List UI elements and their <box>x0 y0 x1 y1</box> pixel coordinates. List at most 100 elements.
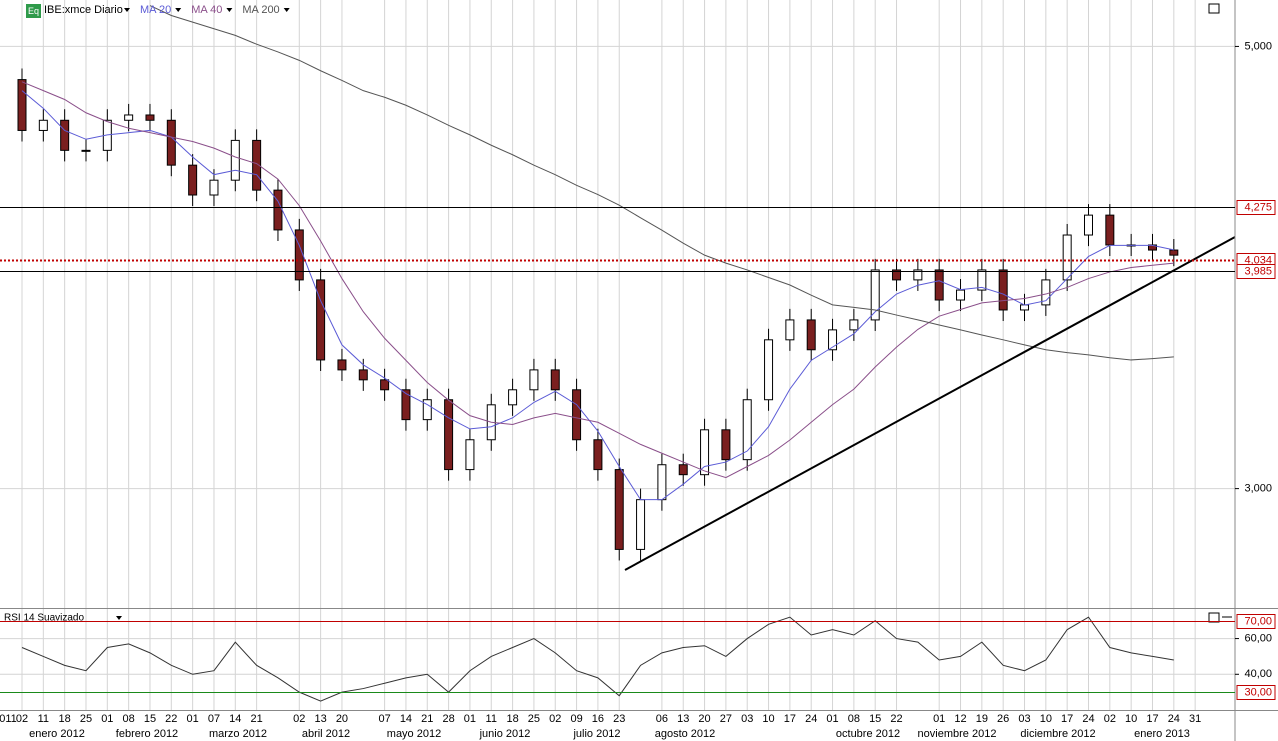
candle-body <box>1084 214 1093 236</box>
candle-body <box>465 439 475 471</box>
month-label: enero 2013 <box>1134 728 1190 740</box>
month-label: julio 2012 <box>572 728 620 740</box>
candle-body <box>785 319 795 341</box>
x-tick-label: 24 <box>1168 713 1180 725</box>
panel-title[interactable]: RSI 14 Suavizado <box>4 613 84 624</box>
x-tick-label: 15 <box>869 713 881 725</box>
maximize-button[interactable] <box>1208 3 1220 14</box>
candle-body <box>1169 249 1179 256</box>
x-tick-label: 17 <box>1061 713 1073 725</box>
legend-entry[interactable]: MA 20 <box>140 4 171 16</box>
candle-body <box>956 289 966 301</box>
x-tick-label: 12 <box>954 713 966 725</box>
candle-body <box>678 464 688 476</box>
legend-entry[interactable]: MA 40 <box>191 4 222 16</box>
x-tick-label: 01 <box>101 713 113 725</box>
candle-body <box>508 389 518 406</box>
candle-body <box>572 389 582 441</box>
candle-body <box>742 399 752 461</box>
x-tick-label: 18 <box>506 713 518 725</box>
candle-body <box>145 114 155 121</box>
candle-body <box>358 369 368 381</box>
x-tick-label: 11 <box>486 713 497 725</box>
level-box <box>1236 264 1276 279</box>
candle-body <box>273 189 283 231</box>
x-tick-label: 01 <box>187 713 199 725</box>
ma-line <box>149 5 1174 361</box>
x-tick-label: 25 <box>528 713 540 725</box>
x-tick-label: 18 <box>59 713 71 725</box>
x-tick-label: 01 <box>826 713 838 725</box>
candle-body <box>614 469 624 550</box>
candle-body <box>934 269 944 301</box>
candle-body <box>870 269 880 321</box>
x-tick-label: 19 <box>976 713 988 725</box>
month-label: enero 2012 <box>29 728 85 740</box>
candle-body <box>1105 214 1115 246</box>
candle-body <box>252 139 262 191</box>
x-tick-label: 08 <box>848 713 860 725</box>
plot <box>17 5 1179 702</box>
x-tick-label: 14 <box>400 713 412 725</box>
candle-body <box>401 389 411 421</box>
x-tick-label: 22 <box>890 713 902 725</box>
x-tick-label: 01 <box>933 713 945 725</box>
month-label: noviembre 2012 <box>918 728 997 740</box>
x-tick-label: 03 <box>741 713 753 725</box>
candle-body <box>444 399 454 471</box>
y-tick-label: 60,00 <box>1244 632 1272 644</box>
candle-body <box>998 269 1008 311</box>
month-label: febrero 2012 <box>116 728 178 740</box>
candle-body <box>977 269 987 291</box>
x-tick-label: 02 <box>1104 713 1116 725</box>
x-tick-label: 10 <box>1125 713 1137 725</box>
candle-body <box>593 439 603 471</box>
legend-arrow <box>283 8 290 12</box>
x-tick-label: 21 <box>421 713 433 725</box>
chart-title[interactable]: IBE:xmce Diario <box>44 4 123 16</box>
x-tick-label: 20 <box>698 713 710 725</box>
x-tick-label: 07 <box>378 713 390 725</box>
badge-box <box>26 4 41 18</box>
x-tick-label: 02 <box>293 713 305 725</box>
candle-body <box>1062 234 1072 281</box>
candle-body <box>764 339 774 401</box>
month-label: diciembre 2012 <box>1020 728 1095 740</box>
x-tick-label: 14 <box>229 713 241 725</box>
title-arrow <box>116 616 122 620</box>
candle-body <box>81 149 91 152</box>
x-tick-label: 27 <box>720 713 732 725</box>
candle-body <box>721 429 731 461</box>
candle-body <box>913 269 923 281</box>
x-tick-label: 23 <box>613 713 625 725</box>
candle-body <box>230 139 240 181</box>
candle-body <box>188 164 198 196</box>
x-tick-label: 13 <box>314 713 326 725</box>
x-tick-label: 24 <box>805 713 817 725</box>
candle-body <box>700 429 710 476</box>
ma-line <box>21 81 1174 479</box>
legend-entry[interactable]: MA 200 <box>242 4 279 16</box>
candle-body <box>828 329 838 351</box>
candle-body <box>529 369 539 391</box>
month-label: junio 2012 <box>479 728 531 740</box>
month-label: marzo 2012 <box>209 728 267 740</box>
candle-body <box>166 119 176 166</box>
y-tick-label: 3,000 <box>1244 483 1272 495</box>
x-tick-label: 07 <box>208 713 220 725</box>
candle-body <box>124 114 134 121</box>
candle-body <box>1020 304 1030 311</box>
month-label: agosto 2012 <box>655 728 716 740</box>
candle-body <box>380 379 390 391</box>
level-box <box>1236 685 1276 700</box>
x-tick-label: 03 <box>1018 713 1030 725</box>
title-arrow <box>124 8 130 12</box>
x-tick-label: 16 <box>592 713 604 725</box>
candle-body <box>209 179 219 196</box>
x-tick-label: 28 <box>442 713 454 725</box>
x-tick-label: 09 <box>570 713 582 725</box>
x-tick-label: 15 <box>144 713 156 725</box>
x-tick-label: 06 <box>656 713 668 725</box>
month-label: abril 2012 <box>302 728 350 740</box>
